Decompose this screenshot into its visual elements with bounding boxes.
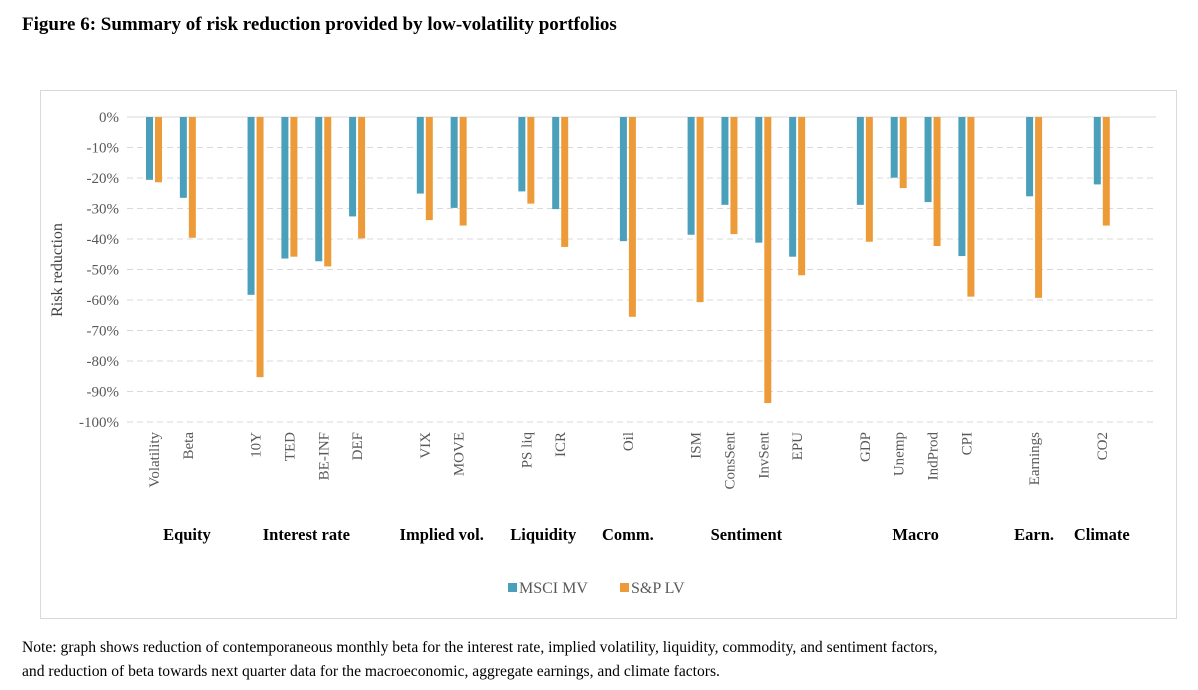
group-label: Earn. xyxy=(1014,525,1054,544)
legend-label: S&P LV xyxy=(631,580,685,597)
figure-title: Figure 6: Summary of risk reduction prov… xyxy=(22,14,617,35)
y-tick-label: -50% xyxy=(87,263,120,279)
y-tick-label: -40% xyxy=(87,232,120,248)
x-tick-label: ICR xyxy=(553,432,569,457)
x-tick-label: 10Y xyxy=(249,432,265,458)
bar-msci-mv xyxy=(890,117,898,178)
note-line-1: Note: graph shows reduction of contempor… xyxy=(22,639,938,656)
x-tick-label: MOVE xyxy=(452,432,468,476)
bar-sp-lv xyxy=(865,117,873,242)
y-tick-label: 0% xyxy=(99,110,119,126)
y-tick-label: -70% xyxy=(87,324,120,340)
group-label: Sentiment xyxy=(711,525,783,544)
bar-msci-mv xyxy=(924,117,932,203)
bar-sp-lv xyxy=(1035,117,1043,298)
x-tick-label: GDP xyxy=(858,432,874,462)
y-tick-label: -80% xyxy=(87,354,120,370)
bar-sp-lv xyxy=(764,117,772,404)
bar-sp-lv xyxy=(561,117,569,247)
bar-msci-mv xyxy=(619,117,627,242)
bar-sp-lv xyxy=(188,117,196,238)
bar-sp-lv xyxy=(155,117,162,183)
x-tick-label: CO2 xyxy=(1095,432,1111,460)
gridlines xyxy=(127,116,1156,423)
figure-note: Note: graph shows reduction of contempor… xyxy=(22,636,1192,684)
bar-sp-lv xyxy=(358,117,366,239)
y-tick-label: -90% xyxy=(87,385,120,401)
bars xyxy=(146,117,1110,404)
bar-msci-mv xyxy=(518,117,526,192)
legend-swatch xyxy=(620,583,629,592)
bar-sp-lv xyxy=(967,117,975,297)
x-tick-label: IndProd xyxy=(926,432,942,481)
bar-sp-lv xyxy=(290,117,298,257)
group-labels: Equity Interest rate Implied vol. Liquidity… xyxy=(163,525,1130,544)
bar-sp-lv xyxy=(730,117,738,235)
bar-msci-mv xyxy=(247,117,255,295)
x-tick-label: TED xyxy=(282,432,298,461)
y-tick-label: -60% xyxy=(87,293,120,309)
legend-label: MSCI MV xyxy=(519,580,588,597)
x-tick-label: DEF xyxy=(350,432,366,460)
y-tick-labels: 0% -10% -20% -30% -40% -50% -60% -70% -80% -90% -1… xyxy=(79,110,119,431)
bar-sp-lv xyxy=(628,117,636,317)
bar-sp-lv xyxy=(899,117,907,189)
y-tick-label: -10% xyxy=(87,141,120,157)
legend-swatch xyxy=(508,583,517,592)
bar-sp-lv xyxy=(933,117,941,247)
group-label: Interest rate xyxy=(263,525,350,544)
x-tick-label: VIX xyxy=(418,432,434,459)
bar-msci-mv xyxy=(789,117,797,257)
y-tick-label: -30% xyxy=(87,202,120,218)
x-tick-label: Unemp xyxy=(892,432,908,476)
x-tick-label: InvSent xyxy=(756,431,772,478)
group-label: Climate xyxy=(1074,525,1130,544)
group-label: Liquidity xyxy=(510,525,577,544)
x-tick-label: ISM xyxy=(689,432,705,459)
bar-msci-mv xyxy=(856,117,864,205)
bar-msci-mv xyxy=(146,117,153,180)
x-tick-label: EPU xyxy=(790,432,806,461)
bar-msci-mv xyxy=(958,117,966,257)
y-tick-label: -20% xyxy=(87,171,120,187)
bar-sp-lv xyxy=(425,117,433,221)
bar-msci-mv xyxy=(179,117,187,198)
group-label: Macro xyxy=(892,525,938,544)
x-tick-label: Volatility xyxy=(147,432,163,488)
x-tick-label: ConsSent xyxy=(722,431,738,489)
bar-sp-lv xyxy=(527,117,535,204)
bar-sp-lv xyxy=(696,117,704,303)
bar-sp-lv xyxy=(459,117,467,226)
group-label: Equity xyxy=(163,525,211,544)
bar-sp-lv xyxy=(798,117,806,276)
x-tick-label: PS liq xyxy=(519,432,535,469)
bar-msci-mv xyxy=(416,117,424,194)
bar-msci-mv xyxy=(1093,117,1101,185)
bar-msci-mv xyxy=(281,117,289,259)
bar-msci-mv xyxy=(721,117,729,205)
x-tick-label: Beta xyxy=(181,432,197,460)
y-axis-label: Risk reduction xyxy=(49,223,66,317)
bar-msci-mv xyxy=(1026,117,1034,197)
group-label: Implied vol. xyxy=(400,525,484,544)
group-label: Comm. xyxy=(602,525,654,544)
x-tick-label: CPI xyxy=(959,432,975,455)
bar-msci-mv xyxy=(687,117,695,235)
x-tick-label: Earnings xyxy=(1027,432,1043,485)
bar-msci-mv xyxy=(349,117,357,217)
bar-msci-mv xyxy=(552,117,560,210)
note-line-2: and reduction of beta towards next quart… xyxy=(22,663,720,680)
x-tick-label: Oil xyxy=(621,432,637,451)
bar-msci-mv xyxy=(450,117,458,208)
legend: MSCI MV S&P LV xyxy=(508,580,685,597)
x-tick-labels: Volatility Beta 10Y TED BE-INF DEF VIX MOVE PS l… xyxy=(147,431,1111,489)
bar-msci-mv xyxy=(315,117,323,262)
x-tick-label: BE-INF xyxy=(316,432,332,480)
bar-msci-mv xyxy=(755,117,763,243)
bar-sp-lv xyxy=(324,117,332,267)
y-tick-label: -100% xyxy=(79,415,119,431)
bar-sp-lv xyxy=(256,117,264,378)
bar-sp-lv xyxy=(1102,117,1110,226)
